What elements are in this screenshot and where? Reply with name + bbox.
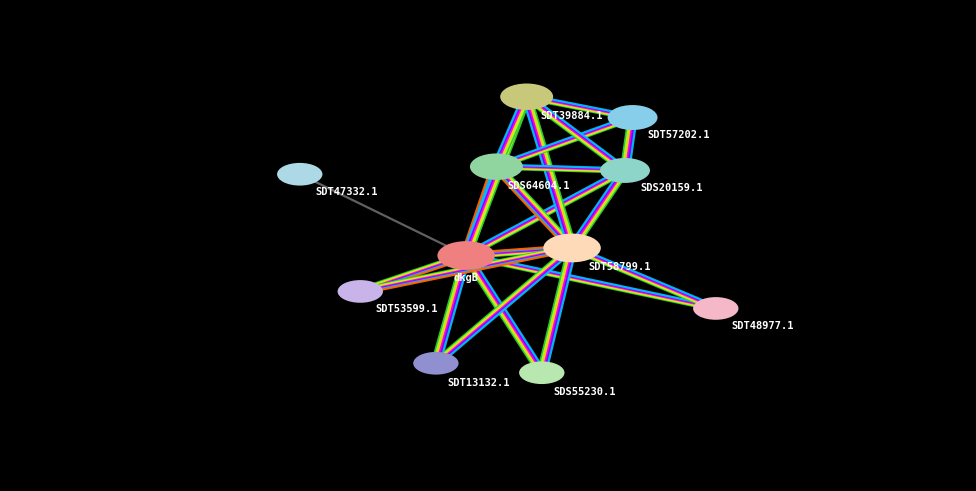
Circle shape [413,352,459,375]
Circle shape [600,158,650,183]
Circle shape [338,280,383,303]
Text: SDT53599.1: SDT53599.1 [376,304,438,314]
Text: SDS55230.1: SDS55230.1 [553,387,616,397]
Circle shape [437,241,495,270]
Text: SDT39884.1: SDT39884.1 [541,111,603,121]
Circle shape [470,153,523,180]
Text: SDT48977.1: SDT48977.1 [731,321,793,331]
Text: SDT13132.1: SDT13132.1 [447,378,509,387]
Circle shape [519,361,564,384]
Text: SDS20159.1: SDS20159.1 [640,183,703,193]
Circle shape [501,83,553,110]
Text: dkgB: dkgB [454,273,478,282]
Text: SDT58799.1: SDT58799.1 [589,262,651,273]
Circle shape [277,163,322,186]
Circle shape [693,297,739,320]
Circle shape [544,234,601,262]
Circle shape [608,105,658,130]
Text: SDS64604.1: SDS64604.1 [508,181,570,191]
Text: SDT57202.1: SDT57202.1 [648,131,711,140]
Text: SDT47332.1: SDT47332.1 [315,187,378,197]
